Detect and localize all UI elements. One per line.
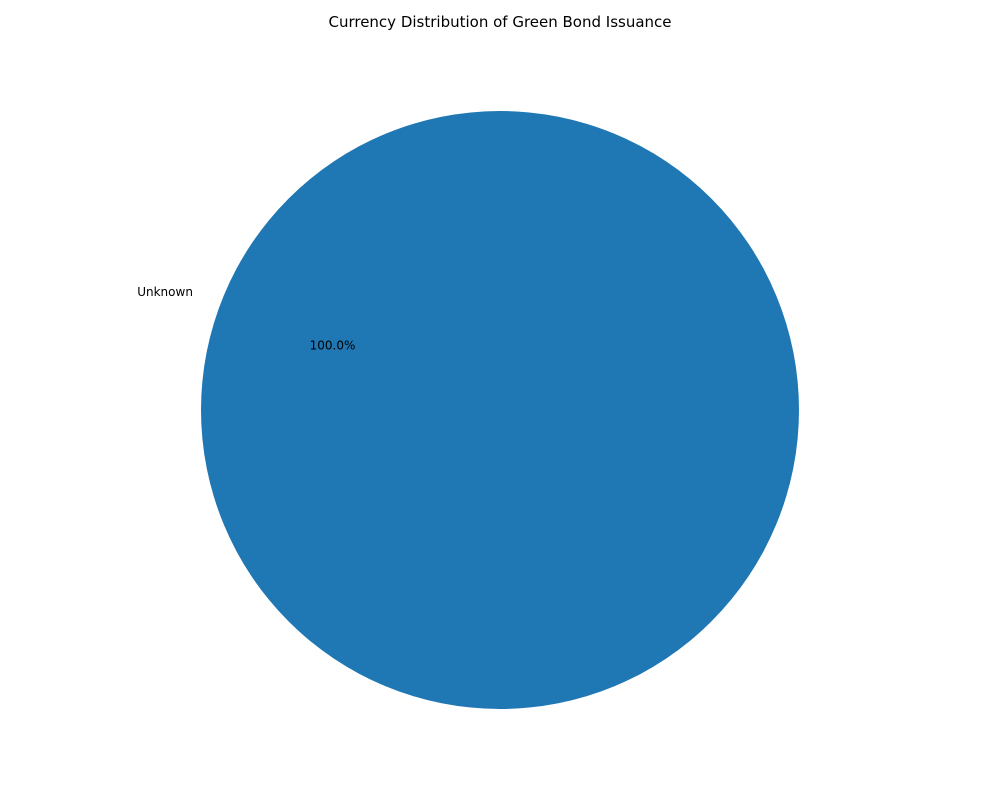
pie-slice-label: Unknown (137, 285, 193, 299)
chart-title: Currency Distribution of Green Bond Issu… (328, 13, 671, 31)
pie-slice-unknown (201, 111, 799, 709)
pie-percent-label: 100.0% (310, 339, 356, 353)
pie-slices (201, 111, 799, 709)
pie-labels: 100.0% Unknown (137, 285, 355, 353)
